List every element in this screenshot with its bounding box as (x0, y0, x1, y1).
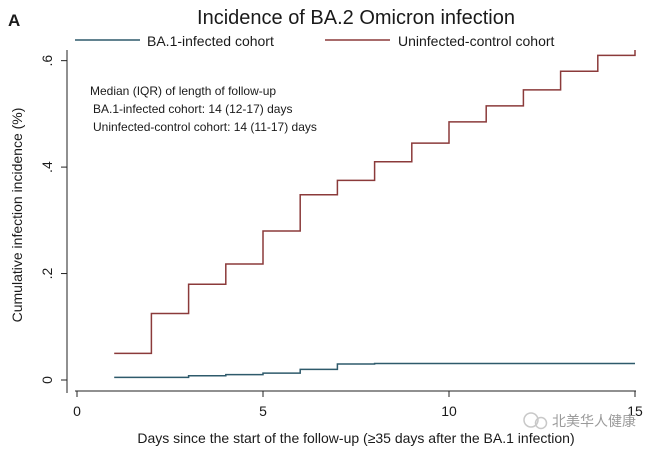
y-tick-label: .6 (39, 55, 55, 67)
legend-label-control: Uninfected-control cohort (398, 33, 555, 49)
watermark-icon (523, 412, 539, 428)
y-ticks: 0 .2 .4 .6 (39, 55, 67, 384)
x-axis-title: Days since the start of the follow-up (≥… (137, 430, 574, 446)
watermark-text: 北美华人健康 (552, 413, 636, 430)
x-tick-label: 10 (441, 403, 457, 419)
legend-label-ba1: BA.1-infected cohort (147, 33, 274, 49)
annotation-title: Median (IQR) of length of follow-up (90, 84, 276, 98)
watermark-icon-secondary (534, 416, 548, 430)
y-axis-title: Cumulative infection incidence (%) (9, 108, 25, 323)
x-ticks: 0 5 10 15 (73, 391, 643, 419)
series-line-ba1 (114, 362, 635, 379)
watermark: 北美华人健康 (523, 412, 636, 430)
x-tick-label: 15 (627, 403, 643, 419)
annotation-line-control: Uninfected-control cohort: 14 (11-17) da… (93, 120, 317, 134)
x-tick-label: 0 (73, 403, 81, 419)
panel-label: A (8, 11, 20, 30)
x-tick-label: 5 (259, 403, 267, 419)
series-line-control (114, 50, 636, 355)
y-tick-label: .4 (39, 161, 55, 173)
y-tick-label: 0 (39, 376, 55, 384)
y-tick-label: .2 (39, 268, 55, 280)
chart-title: Incidence of BA.2 Omicron infection (197, 7, 515, 29)
annotation-line-ba1: BA.1-infected cohort: 14 (12-17) days (93, 102, 292, 116)
